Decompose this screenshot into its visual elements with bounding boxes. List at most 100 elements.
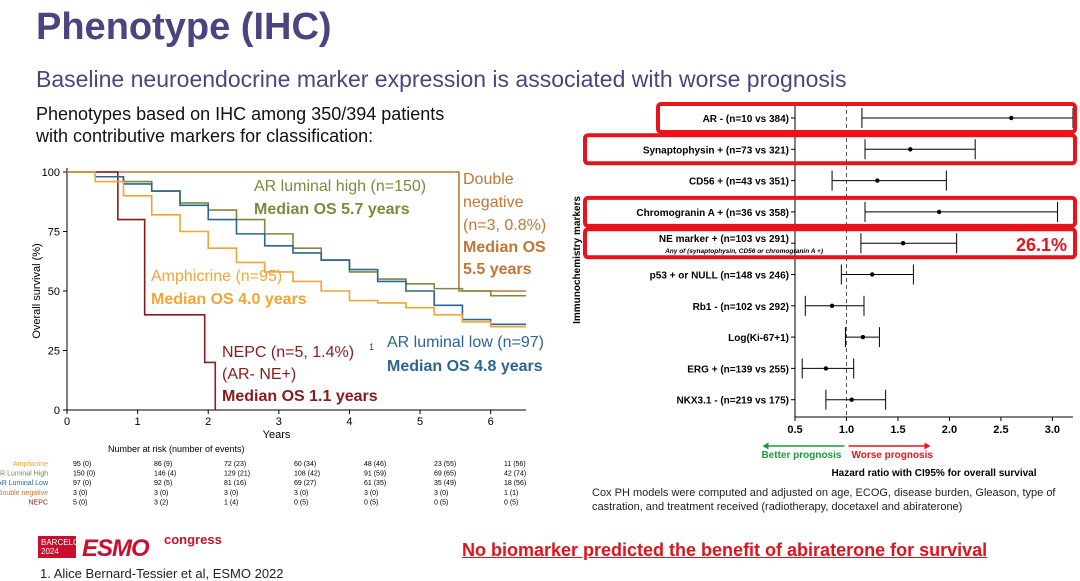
km-label-nepc-superscript: 1 — [369, 342, 374, 352]
intro-line-2: with contributive markers for classifica… — [36, 126, 374, 146]
fp-row-label: Rb1 - (n=102 vs 292) — [693, 302, 789, 313]
fp-y-axis-label: Immunochemistry markers — [572, 196, 583, 324]
risk-table-row-label: Amphicrine — [13, 461, 48, 468]
risk-table-cell: 97 (0) — [73, 480, 91, 487]
km-label-double-negative: (n=3, 0.8%) — [463, 217, 546, 234]
risk-table-cell: 95 (0) — [73, 461, 91, 468]
km-series-double_negative — [67, 171, 526, 292]
worse-prognosis-label: Worse prognosis — [851, 450, 933, 461]
fp-highlight-box — [583, 133, 1077, 166]
risk-table-cell: 150 (0) — [73, 471, 95, 478]
fp-row-label: Log(Ki-67+1) — [728, 333, 789, 344]
risk-table-cell: 86 (9) — [154, 461, 172, 468]
km-y-tick-label: 75 — [48, 227, 60, 239]
risk-table-cell: 0 (5) — [504, 499, 518, 506]
risk-table-cell: 92 (5) — [154, 480, 172, 487]
worse-arrow-head — [924, 442, 931, 450]
risk-table-cell: 0 (5) — [294, 499, 308, 506]
km-label-double-negative-os: Median OS — [463, 239, 546, 256]
no-biomarker-statement: No biomarker predicted the benefit of ab… — [462, 540, 988, 560]
risk-table-cell: 11 (56) — [504, 461, 526, 468]
km-x-tick-label: 1 — [135, 416, 141, 428]
fp-x-tick-label: 1.5 — [890, 424, 905, 436]
risk-table-cell: 3 (0) — [364, 490, 378, 497]
reference: 1. Alice Bernard-Tessier et al, ESMO 202… — [40, 566, 284, 581]
fp-x-tick-label: 1.0 — [839, 424, 854, 436]
risk-table-cell: 48 (46) — [364, 461, 386, 468]
km-x-axis-label: Years — [263, 429, 291, 441]
fp-row-label: Chromogranin A + (n=36 vs 358) — [636, 208, 789, 219]
slide-title: Phenotype (IHC) — [36, 6, 332, 48]
km-x-tick-label: 4 — [346, 416, 352, 428]
risk-table-row-label: AR Luminal Low — [0, 480, 49, 487]
cox-note: Cox PH models were computed and adjusted… — [592, 487, 1056, 513]
km-y-tick-label: 100 — [42, 167, 60, 179]
risk-table-cell: 3 (0) — [224, 490, 238, 497]
risk-table-cell: 0 (5) — [434, 499, 448, 506]
esmo-logo: BARCELONA 2024 ESMO congress — [38, 532, 238, 562]
fp-hr-point — [849, 397, 854, 402]
km-label-double-negative-os: 5.5 years — [463, 261, 532, 278]
slide-subtitle: Baseline neuroendocrine marker expressio… — [36, 66, 847, 92]
risk-table-cell: 1 (1) — [504, 490, 518, 497]
risk-table-cell: 3 (0) — [434, 490, 448, 497]
risk-table-cell: 61 (35) — [364, 480, 386, 487]
better-arrow-head — [762, 442, 769, 450]
km-label-nepc: NEPC (n=5, 1.4%) — [222, 344, 354, 361]
fp-x-tick-label: 0.5 — [787, 424, 802, 436]
risk-table-cell: 146 (4) — [154, 471, 176, 478]
risk-table-cell: 3 (2) — [154, 499, 168, 506]
km-series-nepc — [67, 171, 217, 410]
km-x-tick-label: 6 — [488, 416, 494, 428]
km-x-tick-label: 0 — [64, 416, 70, 428]
fp-row-label: NKX3.1 - (n=219 vs 175) — [676, 396, 789, 407]
km-label-nepc-os: Median OS 1.1 years — [222, 388, 378, 405]
fp-hr-point — [900, 241, 906, 246]
logo-brand: ESMO — [82, 535, 150, 562]
risk-table-cell: 108 (42) — [294, 471, 320, 478]
fp-highlight-box — [656, 102, 1077, 134]
fp-row-label: Synaptophysin + (n=73 vs 321) — [643, 145, 789, 156]
fp-row-label: AR - (n=10 vs 384) — [703, 114, 789, 125]
km-label-amphicrine-os: Median OS 4.0 years — [151, 291, 307, 308]
fp-x-axis-label: Hazard ratio with CI95% for overall surv… — [831, 468, 1036, 479]
fp-hr-point — [870, 272, 875, 277]
km-label-double-negative: negative — [463, 194, 524, 211]
km-survival-chart: 0 25 50 75 100 0 1 2 3 4 5 6 Years Overall survival (… — [0, 167, 546, 506]
km-label-amphicrine: Amphicrine (n=95) — [151, 268, 282, 285]
km-y-tick-label: 25 — [48, 346, 60, 358]
risk-table-row-label: Double negative — [0, 490, 48, 497]
km-y-tick-label: 50 — [48, 286, 60, 298]
risk-table-cell: 5 (0) — [73, 499, 87, 506]
logo-suffix: congress — [164, 532, 222, 547]
fp-highlight-box — [583, 195, 1077, 228]
fp-row-label: NE marker + (n=103 vs 291) — [659, 234, 789, 245]
km-series-ar_luminal_low — [67, 171, 526, 326]
risk-table-title: Number at risk (number of events) — [108, 444, 245, 454]
fp-hr-point — [823, 366, 829, 371]
fp-x-tick-label: 2.0 — [942, 424, 957, 436]
risk-table-cell: 91 (59) — [364, 471, 386, 478]
km-y-axis-label: Overall survival (%) — [31, 243, 43, 338]
risk-table-cell: 35 (49) — [434, 480, 456, 487]
km-x-tick-label: 2 — [205, 416, 211, 428]
fp-hr-point — [936, 209, 942, 215]
fp-row-sublabel: Any of (synaptophysin, CD56 or chromogra… — [664, 248, 823, 255]
fp-hr-point — [908, 147, 913, 152]
km-label-double-negative: Double — [463, 171, 514, 188]
fp-hr-point — [829, 303, 835, 308]
risk-table-cell: 18 (56) — [504, 480, 526, 487]
fp-row-label: ERG + (n=139 vs 255) — [687, 364, 789, 375]
km-x-tick-label: 5 — [417, 416, 423, 428]
km-label-ar-luminal-low-os: Median OS 4.8 years — [387, 358, 543, 375]
risk-table-cell: 42 (74) — [504, 471, 526, 478]
km-y-tick-label: 0 — [54, 405, 60, 417]
risk-table-cell: 69 (65) — [434, 471, 456, 478]
intro-line-1: Phenotypes based on IHC among 350/394 pa… — [36, 104, 445, 124]
fp-hr-point — [860, 334, 866, 340]
km-label-ar-luminal-low: AR luminal low (n=97) — [387, 334, 544, 351]
risk-table-cell: 3 (0) — [294, 490, 308, 497]
risk-table-row-label: NEPC — [29, 499, 48, 506]
km-label-nepc: (AR- NE+) — [222, 366, 296, 383]
km-series-amphicrine — [67, 171, 526, 328]
